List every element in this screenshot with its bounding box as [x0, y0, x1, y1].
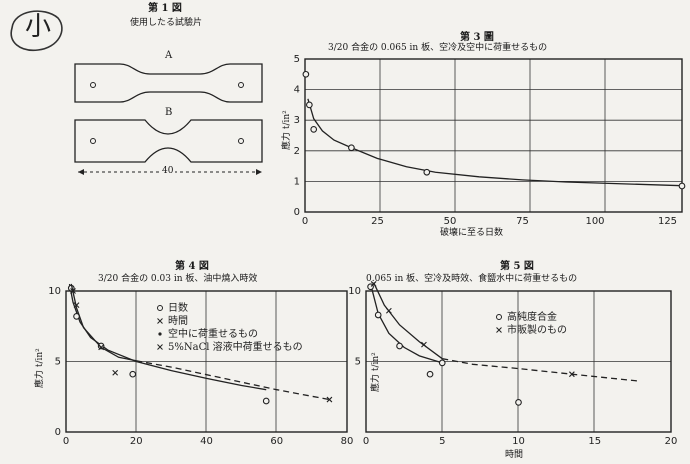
fig1-title: 第 1 図 [148, 3, 182, 14]
specimen-a-outline [74, 63, 263, 103]
fig4-ytick-label: 10 [48, 286, 61, 297]
fig3-subtitle: 3/20 合金の 0.065 in 板、空冷及空中に荷重せるもの [328, 43, 548, 53]
fig3-xlabel: 破壊に至る日数 [440, 228, 504, 238]
fig5-legend-marker [496, 314, 502, 320]
fig3-point-circle [306, 101, 313, 109]
fig5-xtick-label: 5 [439, 436, 445, 447]
fig4-title: 第 4 図 [175, 261, 209, 272]
fig5-ytick-label: 5 [355, 357, 361, 368]
fig3-point-circle [423, 168, 431, 176]
fig3-ytick-label: 5 [294, 54, 300, 65]
fig5-xtick-label: 0 [363, 436, 369, 447]
fig5-point-circle [426, 370, 434, 378]
fig5-frame [365, 290, 672, 433]
fig4-ytick-label: 0 [55, 427, 61, 438]
fig5-legend-label: 市販製のもの [507, 323, 567, 336]
fig4-frame [65, 290, 348, 433]
circle-stamp-icon [10, 10, 63, 52]
fig3-point-circle [310, 126, 318, 133]
fig3-xtick-label: 75 [516, 216, 529, 227]
fig5-xlabel: 時間 [505, 450, 524, 460]
fig4-point-x [326, 396, 333, 403]
specimen-b-hole-right [238, 138, 244, 144]
fig5-point-circle [438, 359, 446, 367]
fig4-legend-marker [157, 318, 163, 324]
fig3-xtick-label: 125 [658, 216, 677, 227]
fig3-xtick-label: 50 [444, 216, 457, 227]
fig5-ytick-label: 10 [348, 286, 361, 297]
fig3-point-circle [348, 144, 355, 152]
fig5-point-circle [374, 311, 382, 319]
fig4-legend-label: 時間 [168, 315, 188, 327]
fig5-point-circle [396, 342, 403, 350]
specimen-a-hole-left [90, 82, 96, 88]
fig5-series-0-curve [369, 283, 443, 364]
fig3-series-0-curve [307, 98, 683, 187]
fig5-xtick-label: 10 [512, 436, 525, 447]
fig3-ytick-label: 3 [294, 115, 300, 126]
fig4-xtick-label: 40 [200, 436, 213, 447]
fig3-ytick-label: 4 [294, 85, 300, 96]
fig4-subtitle: 3/20 合金の 0.03 in 板、油中燒入時效 [98, 274, 258, 284]
fig4-legend-label: 空中に荷重せるもの [168, 327, 258, 340]
specimen-b-outline [74, 119, 263, 163]
margin-mark: 小 [25, 12, 52, 42]
fig3-xtick-label: 25 [371, 216, 384, 227]
fig5-point-circle [515, 399, 522, 406]
fig4-xtick-label: 60 [270, 436, 283, 447]
fig4-legend-marker [158, 332, 162, 336]
fig5-legend-marker [496, 327, 502, 333]
fig4-xtick-label: 0 [63, 436, 69, 447]
fig4-point-circle [129, 370, 137, 378]
fig4-series-1-curve-dashed [136, 360, 330, 401]
fig4-series-0-curve [68, 283, 267, 391]
fig3-point-circle [678, 182, 686, 190]
fig5-subtitle: 0.065 in 板、空冷及時效、食鹽水中に荷重せるもの [366, 274, 578, 284]
fig5-point-x [370, 281, 377, 287]
fig3-frame [304, 58, 683, 213]
fig3-xtick-label: 0 [302, 216, 308, 227]
fig5-legend-label: 高純度合金 [507, 310, 557, 323]
fig4-legend-label: 5%NaCl 溶液中荷重せるもの [168, 340, 303, 353]
fig4-xtick-label: 20 [130, 436, 143, 447]
fig5-point-x [568, 371, 575, 378]
fig3-ytick-label: 1 [294, 176, 300, 187]
arrow-right-icon [256, 169, 262, 175]
fig3-ytick-label: 2 [294, 146, 300, 157]
fig5-point-x [421, 341, 427, 348]
fig4-legend-marker [157, 305, 163, 311]
fig4-point-x [112, 369, 119, 376]
specimen-a-hole-right [238, 82, 244, 88]
fig1-label-b: B [165, 107, 173, 118]
fig5-series-1-curve-dashed [442, 358, 641, 382]
fig4-point-circle [262, 397, 270, 405]
fig3-xtick-label: 100 [585, 216, 604, 227]
fig3-title: 第 3 圖 [460, 32, 494, 43]
fig4-legend-label: 日数 [168, 301, 188, 314]
fig5-series-1-curve [373, 282, 443, 360]
fig1-label-a: A [165, 50, 173, 61]
fig4-point-x [98, 344, 105, 351]
fig5-xtick-label: 20 [665, 436, 678, 447]
fig4-ytick-label: 5 [55, 357, 61, 368]
fig4-legend-marker [157, 344, 163, 350]
fig5-point-x [385, 307, 392, 314]
fig4-point-circle [97, 342, 105, 350]
arrow-left-icon [78, 169, 84, 175]
fig4-point-x [70, 288, 76, 294]
specimen-b-hole-left [90, 138, 96, 144]
fig4-point-x [73, 302, 80, 308]
fig5-title: 第 5 図 [500, 261, 534, 272]
fig1-dim-label: 40 [160, 166, 176, 176]
fig5-xtick-label: 15 [588, 436, 601, 447]
fig4-xtick-label: 80 [341, 436, 354, 447]
fig1-subtitle: 使用したる試驗片 [130, 18, 203, 28]
fig3-point-circle [302, 70, 310, 78]
fig3-ytick-label: 0 [294, 207, 300, 218]
